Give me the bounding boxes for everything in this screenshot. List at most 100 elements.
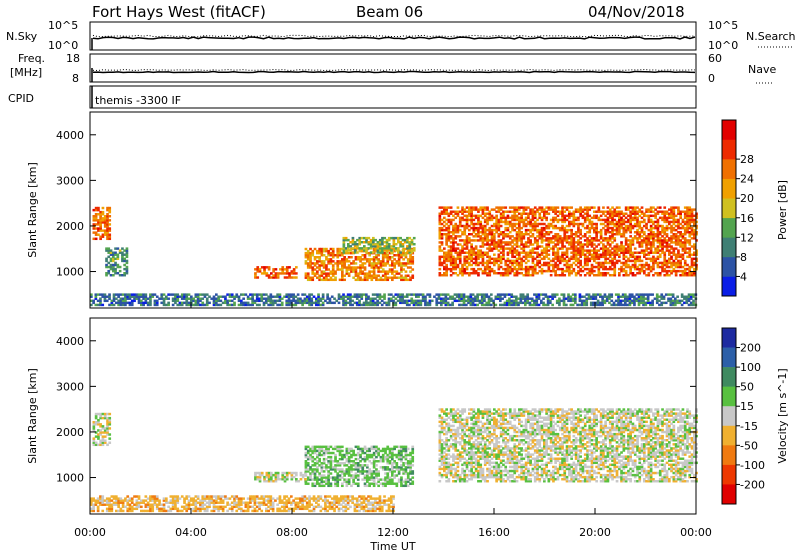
heatmap-cell — [540, 245, 544, 248]
heatmap-cell — [322, 484, 326, 488]
heatmap-cell — [342, 297, 345, 300]
heatmap-cell — [421, 297, 425, 300]
heatmap-cell — [508, 235, 512, 238]
heatmap-cell — [428, 303, 432, 307]
heatmap-cell — [449, 210, 453, 213]
heatmap-cell — [540, 218, 544, 222]
heatmap-cell — [331, 478, 335, 481]
heatmap-cell — [602, 222, 605, 226]
heatmap-cell — [652, 261, 655, 265]
heatmap-cell — [536, 231, 539, 234]
heatmap-cell — [565, 255, 569, 259]
heatmap-cell — [334, 445, 337, 449]
heatmap-cell — [461, 212, 464, 215]
heatmap-cell — [421, 295, 425, 298]
heatmap-cell — [579, 261, 582, 265]
heatmap-cell — [620, 212, 623, 215]
heatmap-cell — [622, 233, 626, 236]
heatmap-cell — [169, 293, 173, 296]
freq-trace — [92, 70, 696, 74]
heatmap-cell — [643, 231, 646, 234]
heatmap-cell — [347, 480, 351, 483]
heatmap-cell — [399, 295, 402, 298]
heatmap-cell — [658, 295, 661, 298]
heatmap-cell — [677, 226, 680, 230]
heatmap-cell — [210, 297, 214, 300]
heatmap-cell — [495, 245, 498, 248]
heatmap-cell — [501, 293, 504, 296]
heatmap-cell — [479, 206, 483, 209]
heatmap-cell — [693, 220, 696, 224]
heatmap-cell — [602, 251, 605, 254]
heatmap-cell — [174, 295, 177, 298]
heatmap-cell — [556, 239, 560, 242]
heatmap-cell — [103, 416, 107, 420]
heatmap-cell — [331, 264, 335, 267]
heatmap-cell — [212, 295, 216, 298]
heatmap-cell — [504, 274, 508, 277]
heatmap-cell — [472, 247, 476, 250]
heatmap-cell — [497, 257, 501, 261]
heatmap-cell — [343, 474, 346, 477]
heatmap-cell — [490, 235, 494, 238]
heatmap-cell — [687, 295, 691, 298]
heatmap-cell — [306, 249, 310, 253]
heatmap-cell — [689, 303, 693, 307]
heatmap-cell — [90, 295, 93, 298]
heatmap-cell — [688, 243, 692, 246]
heatmap-cell — [368, 264, 371, 267]
heatmap-cell — [196, 303, 200, 307]
heatmap-cell — [529, 222, 532, 226]
heatmap-cell — [577, 259, 580, 263]
heatmap-cell — [583, 257, 587, 261]
heatmap-cell — [417, 295, 420, 298]
heatmap-cell — [695, 212, 698, 215]
nsky-panel: N.Sky 10^5 10^0 10^5 10^0 N.Search — [6, 19, 796, 52]
heatmap-cell — [688, 265, 692, 269]
heatmap-cell — [693, 245, 696, 248]
heatmap-cell — [511, 253, 514, 256]
heatmap-cell — [649, 226, 653, 230]
heatmap-cell — [260, 272, 264, 275]
heatmap-cell — [352, 449, 355, 453]
heatmap-cell — [604, 231, 607, 234]
heatmap-cell — [668, 216, 671, 220]
heatmap-cell — [376, 245, 380, 248]
heatmap-cell — [693, 253, 696, 256]
heatmap-cell — [618, 247, 621, 250]
heatmap-cell — [671, 301, 675, 305]
heatmap-cell — [458, 272, 462, 275]
heatmap-cell — [409, 258, 412, 261]
heatmap-cell — [549, 239, 553, 242]
heatmap-cell — [633, 206, 637, 209]
heatmap-cell — [361, 447, 365, 451]
heatmap-cell — [109, 251, 113, 254]
heatmap-cell — [636, 220, 639, 224]
heatmap-cell — [306, 455, 310, 459]
heatmap-cell — [508, 269, 512, 273]
heatmap-cell — [515, 233, 519, 236]
heatmap-cell — [477, 208, 480, 211]
y-tick-label: 2000 — [56, 220, 84, 233]
heatmap-cell — [288, 274, 291, 277]
heatmap-cell — [474, 214, 478, 218]
heatmap-cell — [446, 301, 450, 305]
heatmap-cell — [674, 233, 678, 236]
heatmap-cell — [313, 451, 317, 455]
heatmap-cell — [511, 216, 514, 220]
heatmap-cell — [260, 297, 264, 300]
heatmap-cell — [595, 231, 598, 234]
heatmap-cell — [390, 297, 393, 300]
heatmap-cell — [347, 455, 351, 459]
heatmap-cell — [465, 243, 469, 246]
heatmap-cell — [399, 243, 402, 246]
heatmap-cell — [656, 247, 660, 250]
heatmap-cell — [608, 249, 612, 252]
heatmap-cell — [556, 233, 560, 236]
heatmap-cell — [320, 482, 324, 485]
heatmap-cell — [511, 249, 514, 252]
heatmap-cell — [290, 272, 294, 275]
heatmap-cell — [520, 212, 523, 215]
heatmap-cell — [287, 301, 291, 305]
heatmap-cell — [504, 267, 508, 271]
